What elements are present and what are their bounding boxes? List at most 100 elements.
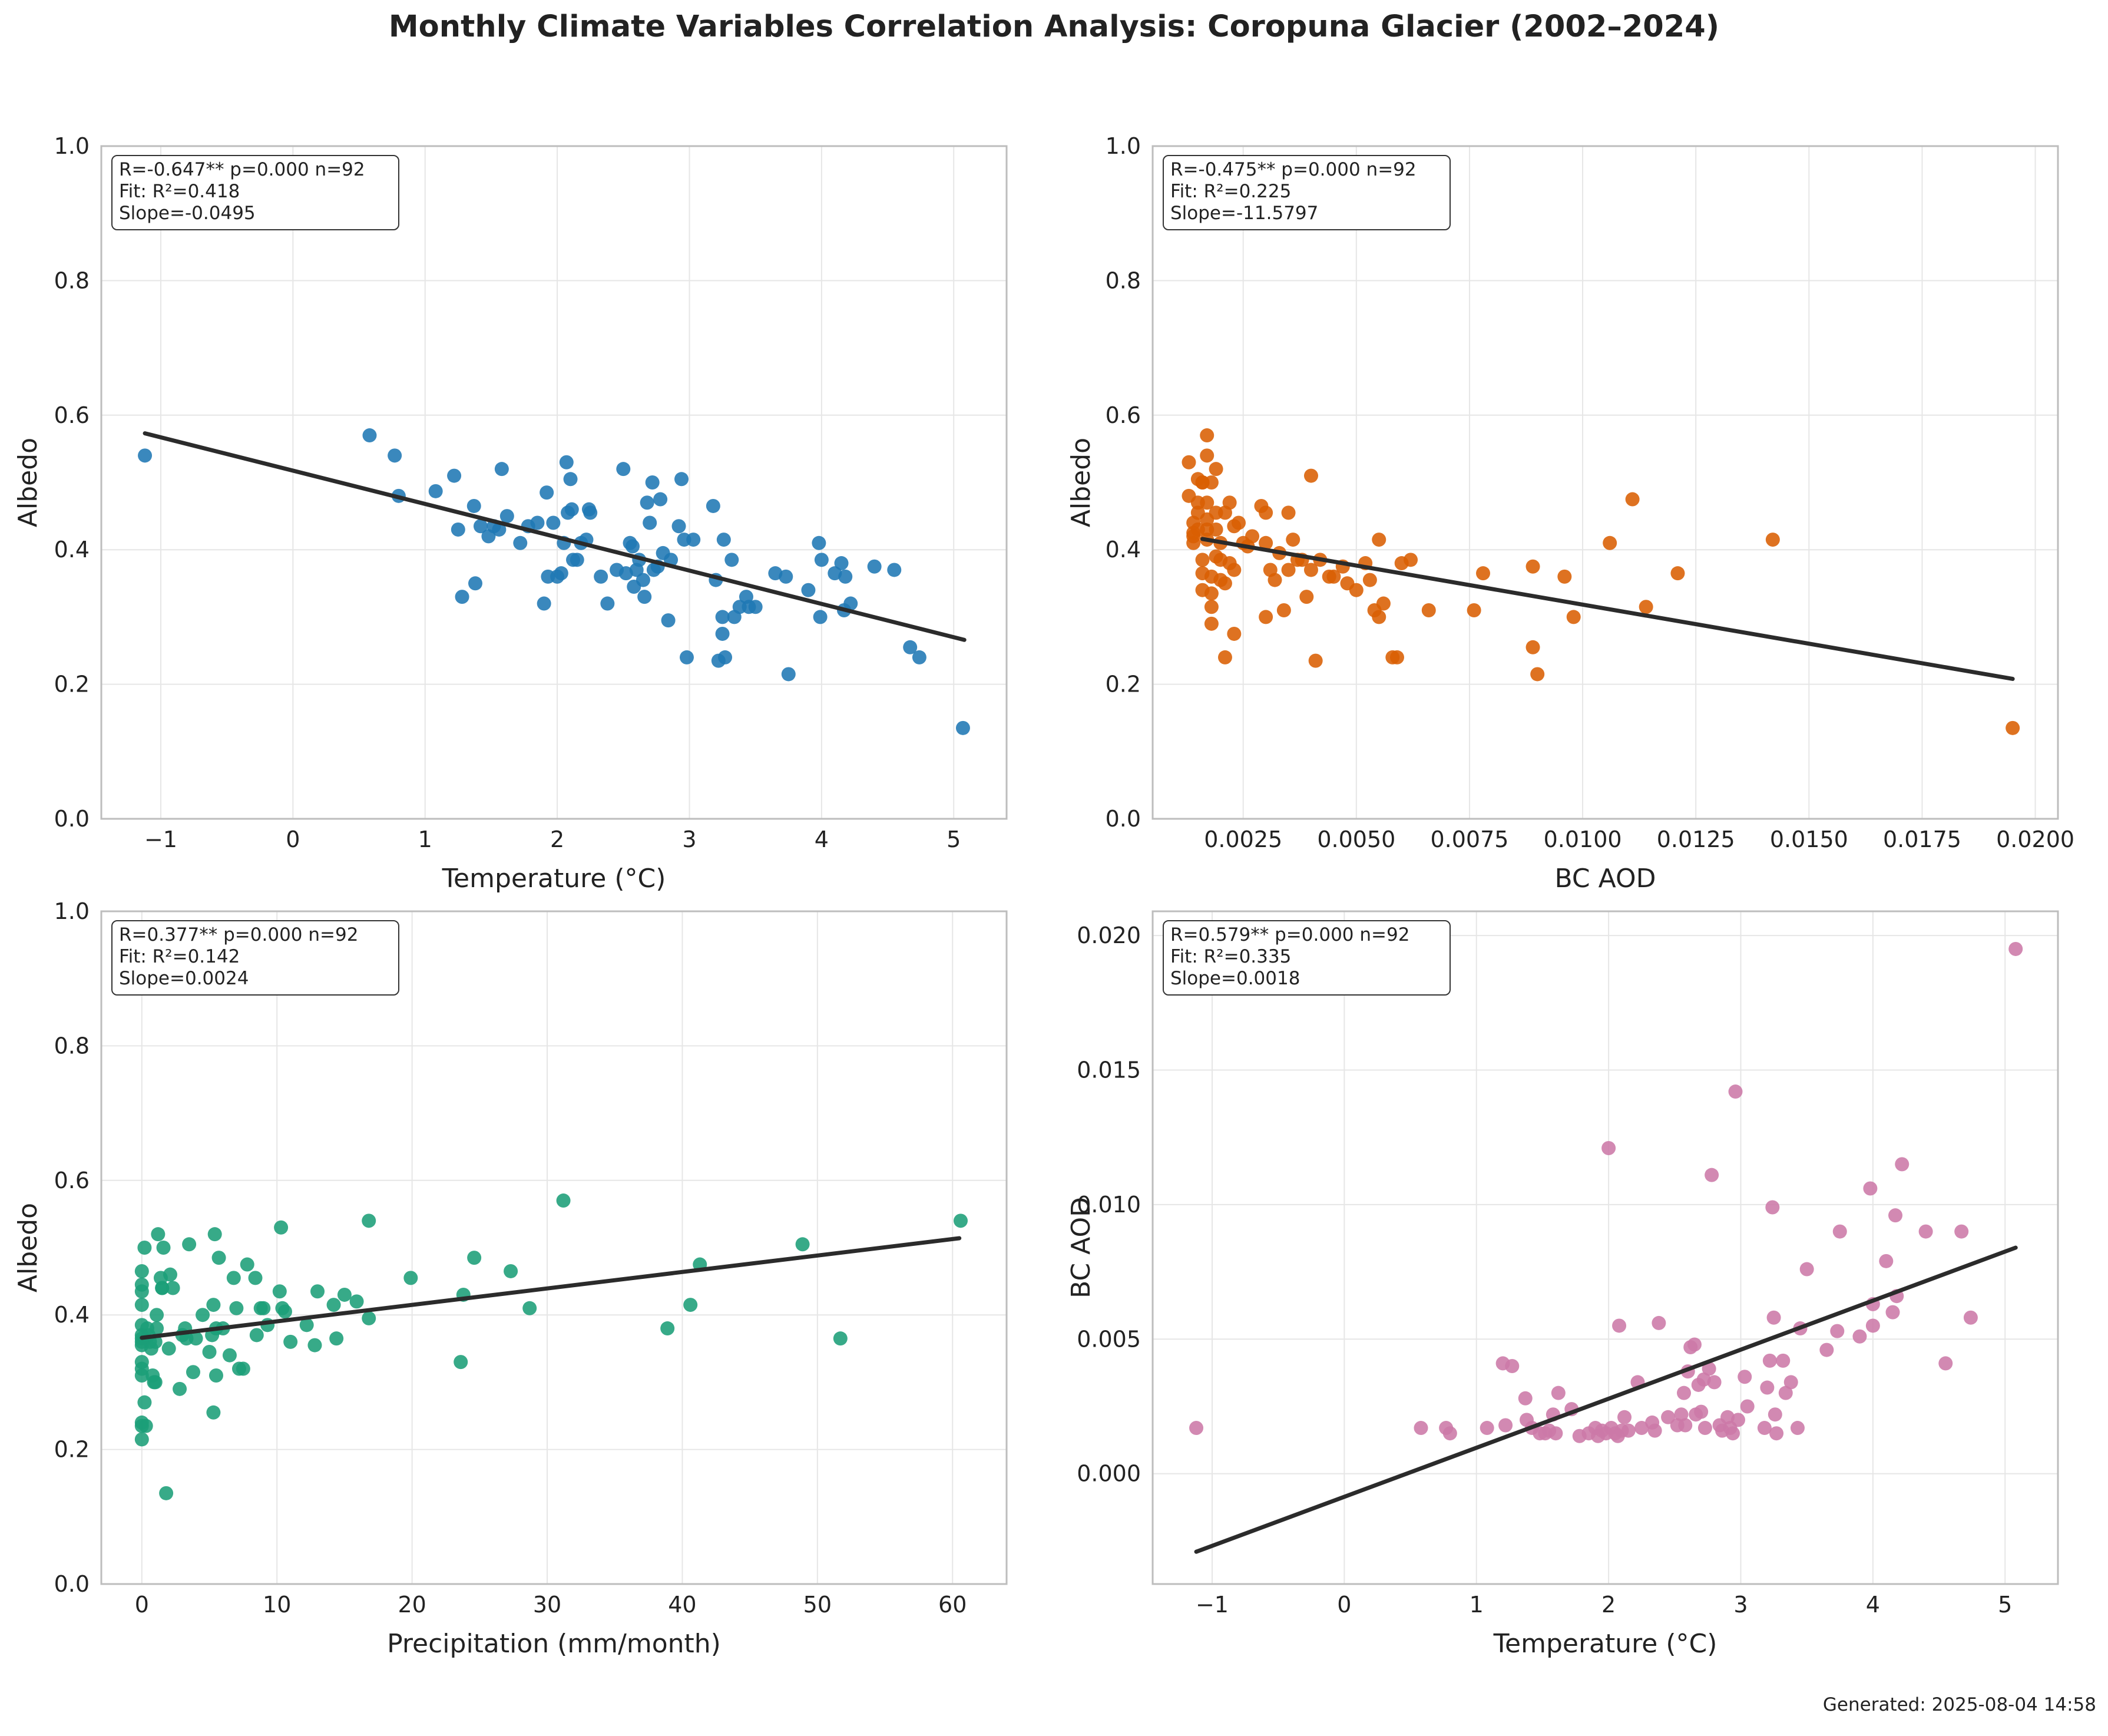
data-point: [1303, 468, 1318, 483]
data-point: [1259, 505, 1273, 520]
x-tick-label: 0.0025: [1204, 826, 1282, 852]
data-point: [1661, 1410, 1676, 1424]
data-point: [715, 610, 730, 624]
data-point: [466, 498, 481, 513]
data-point: [134, 1277, 149, 1292]
data-point: [1200, 522, 1215, 537]
data-point: [954, 1213, 968, 1228]
data-point: [1245, 529, 1260, 544]
y-axis-label: BC AOD: [1066, 1197, 1096, 1298]
data-point: [163, 1267, 177, 1282]
data-point: [1209, 549, 1223, 564]
stats-text: Fit: R²=0.335: [1170, 946, 1291, 967]
data-point: [182, 1237, 197, 1252]
x-tick-label: 0.0075: [1430, 826, 1508, 852]
data-point: [1603, 535, 1617, 550]
x-tick-label: 0: [135, 1592, 149, 1618]
regression-line: [1194, 1245, 2018, 1554]
data-point: [1505, 1358, 1520, 1373]
data-point: [428, 484, 443, 498]
stats-text: R=-0.647** p=0.000 n=92: [119, 159, 365, 180]
data-point: [1349, 583, 1364, 597]
data-point: [196, 1308, 210, 1322]
data-point: [912, 650, 926, 664]
data-point: [1217, 650, 1232, 664]
data-point: [451, 522, 465, 537]
data-point: [779, 569, 793, 584]
data-point: [1621, 1423, 1636, 1438]
data-point: [161, 1341, 176, 1356]
data-point: [1702, 1361, 1716, 1376]
y-tick-label: 0.8: [54, 267, 90, 293]
x-axis-label: BC AOD: [1555, 864, 1656, 894]
x-tick-label: 2: [550, 826, 564, 852]
data-point: [1599, 1426, 1613, 1441]
data-point: [134, 1264, 149, 1278]
data-point: [1790, 1421, 1805, 1436]
data-point: [1566, 610, 1581, 624]
data-point: [813, 610, 828, 624]
data-point: [138, 448, 153, 463]
data-point: [186, 1365, 200, 1380]
y-tick-label: 0.4: [54, 537, 90, 563]
data-point: [1404, 553, 1418, 567]
data-point: [1617, 1410, 1632, 1424]
data-point: [1639, 600, 1653, 614]
data-point: [222, 1348, 237, 1363]
x-axis-label: Temperature (°C): [1493, 1629, 1717, 1659]
data-point: [209, 1368, 223, 1383]
y-tick-label: 0.4: [54, 1302, 90, 1328]
data-point: [748, 600, 763, 614]
data-point: [1707, 1375, 1722, 1390]
data-point: [843, 596, 858, 611]
data-point: [283, 1334, 298, 1349]
stats-text: Fit: R²=0.225: [1170, 181, 1291, 202]
generated-timestamp: Generated: 2025-08-04 14:58: [1822, 1694, 2096, 1715]
data-point: [1421, 603, 1436, 617]
data-point: [1694, 1404, 1709, 1419]
data-point: [801, 583, 816, 597]
x-tick-label: 30: [533, 1592, 561, 1618]
x-tick-label: 20: [398, 1592, 426, 1618]
data-point: [159, 1486, 174, 1500]
data-point: [329, 1331, 344, 1346]
stats-text: Fit: R²=0.142: [119, 946, 240, 967]
data-point: [1204, 616, 1219, 631]
stats-text: R=-0.475** p=0.000 n=92: [1170, 159, 1417, 180]
data-point: [1467, 603, 1481, 617]
data-point: [1625, 492, 1640, 507]
data-point: [1879, 1254, 1894, 1268]
data-point: [724, 553, 739, 567]
data-point: [236, 1361, 250, 1376]
y-tick-label: 0.6: [1106, 402, 1141, 428]
y-tick-label: 0.8: [54, 1033, 90, 1059]
figure-title: Monthly Climate Variables Correlation An…: [388, 9, 1720, 44]
data-point: [1480, 1421, 1494, 1436]
data-point: [554, 566, 568, 581]
data-point: [138, 1418, 153, 1433]
data-point: [134, 1355, 149, 1370]
data-point: [1263, 563, 1278, 577]
data-point: [718, 650, 733, 664]
data-point: [137, 1395, 152, 1410]
data-point: [1963, 1310, 1978, 1325]
plot-frame: [1151, 145, 2059, 820]
panel-temperature-vs-bc-aod: −1 0 1 2 3 4 5 0.000 0.005 0.010 0.015 0.020 Tempera…: [1066, 910, 2059, 1659]
x-tick-label: 0.0100: [1544, 826, 1622, 852]
data-point: [640, 495, 654, 510]
data-point: [1740, 1399, 1755, 1414]
data-point: [1286, 533, 1300, 547]
data-point: [616, 462, 631, 477]
data-point: [1308, 653, 1323, 668]
data-point: [795, 1237, 810, 1252]
data-point: [867, 559, 882, 574]
data-point: [626, 539, 640, 554]
data-point: [1652, 1315, 1666, 1330]
data-point: [144, 1341, 158, 1356]
data-point: [1768, 1407, 1782, 1422]
data-point: [583, 505, 598, 520]
stats-text: Slope=0.0024: [119, 968, 249, 989]
data-point: [1217, 505, 1232, 520]
data-point: [362, 428, 377, 443]
data-point: [1601, 1140, 1616, 1155]
